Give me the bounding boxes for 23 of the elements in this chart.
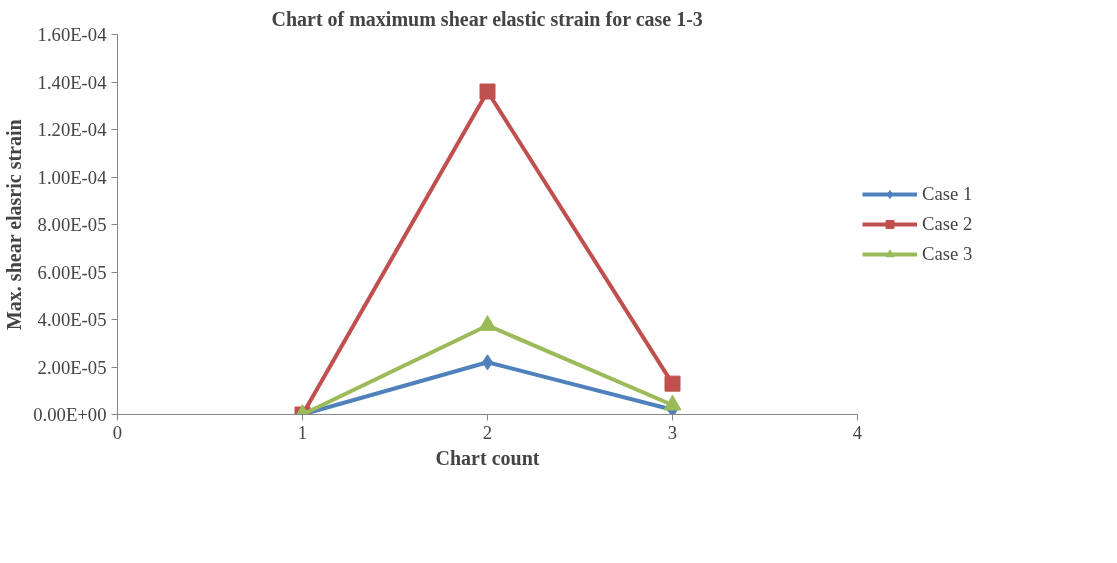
y-tick-label: 2.00E-05 — [37, 356, 107, 378]
x-tick-label: 3 — [667, 421, 678, 443]
legend-label: Case 3 — [922, 243, 973, 265]
y-tick-label: 6.00E-05 — [37, 261, 107, 283]
y-tick-label: 4.00E-05 — [37, 309, 107, 330]
legend-label: Case 1 — [922, 183, 973, 205]
y-axis-title: Max. shear elasric strain — [3, 119, 26, 331]
y-tick-label: 8.00E-05 — [37, 214, 107, 235]
x-tick-label: 0 — [112, 421, 123, 443]
y-tick-label: 1.40E-04 — [37, 71, 108, 93]
y-tick-label: 1.00E-04 — [37, 166, 108, 188]
x-tick-label: 4 — [852, 421, 863, 443]
y-tick-label: 1.60E-04 — [37, 24, 108, 45]
point — [663, 394, 682, 411]
point — [478, 315, 497, 331]
x-tick-label: 2 — [482, 421, 493, 443]
legend-label: Case 2 — [922, 213, 973, 235]
chart-title: Chart of maximum shear elastic strain for case 1-3 — [271, 7, 703, 30]
y-tick-label: 1.20E-04 — [37, 119, 108, 140]
x-axis-title: Chart count — [435, 446, 540, 469]
point — [479, 83, 496, 100]
x-tick-label: 1 — [297, 421, 308, 443]
y-tick-label: 0.00E+00 — [33, 404, 107, 425]
